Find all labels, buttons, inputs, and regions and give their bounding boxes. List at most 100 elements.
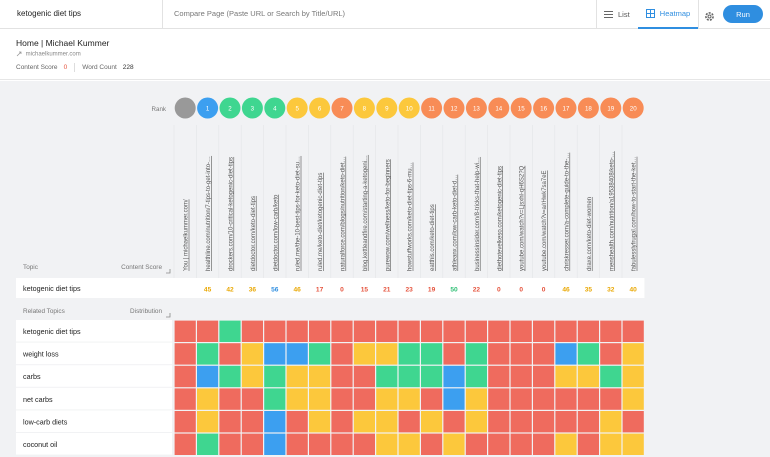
heatmap-cell[interactable] — [376, 388, 398, 410]
competitor-url-link[interactable]: blog.kettleandfire.com/starting-a-ketoge… — [363, 155, 369, 271]
competitor-url-link[interactable]: menshealth.com/nutrition/a19538408/keto-… — [609, 151, 615, 271]
rank-badge[interactable] — [577, 97, 599, 119]
heatmap-cell[interactable] — [286, 343, 308, 365]
topic-row[interactable] — [16, 365, 172, 387]
competitor-url-link[interactable]: healthline.com/nutrition/7-tips-to-get-i… — [206, 156, 212, 271]
heatmap-cell[interactable] — [622, 365, 644, 388]
sort-icon[interactable] — [166, 269, 171, 274]
topic-row[interactable] — [16, 433, 172, 455]
heatmap-cell[interactable] — [421, 433, 443, 455]
heatmap-cell[interactable] — [219, 411, 241, 433]
heatmap-cell[interactable] — [398, 388, 420, 410]
heatmap-cell[interactable] — [241, 411, 263, 433]
heatmap-cell[interactable] — [309, 411, 331, 433]
heatmap-cell[interactable] — [622, 433, 644, 455]
heatmap-cell[interactable] — [241, 388, 263, 410]
competitor-url-link[interactable]: ruled.me/the-10-best-tips-for-keto-diet-… — [296, 156, 302, 271]
heatmap-cell[interactable] — [510, 433, 532, 455]
heatmap-cell[interactable] — [197, 433, 219, 455]
heatmap-cell[interactable] — [533, 320, 555, 342]
rank-badge[interactable] — [600, 97, 622, 119]
heatmap-cell[interactable] — [309, 343, 331, 365]
heatmap-cell[interactable] — [533, 433, 555, 455]
heatmap-cell[interactable] — [555, 433, 577, 455]
heatmap-cell[interactable] — [376, 433, 398, 455]
heatmap-cell[interactable] — [465, 320, 487, 342]
heatmap-cell[interactable] — [555, 411, 577, 433]
rank-badge[interactable] — [197, 97, 219, 119]
rank-badge[interactable] — [488, 97, 510, 119]
sort-icon[interactable] — [166, 313, 171, 318]
heatmap-cell[interactable] — [533, 411, 555, 433]
competitor-url-link[interactable]: businessinsider.com/8-tricks-that-help-w… — [475, 157, 481, 271]
heatmap-cell[interactable] — [488, 411, 510, 433]
heatmap-cell[interactable] — [353, 433, 375, 455]
competitor-url-link[interactable]: athleanx.com/low-carb-keto-diet-d… — [453, 175, 459, 271]
heatmap-cell[interactable] — [622, 343, 644, 365]
heatmap-cell[interactable] — [533, 343, 555, 365]
heatmap-cell[interactable] — [510, 388, 532, 410]
heatmap-cell[interactable] — [443, 411, 465, 433]
heatmap-cell[interactable] — [600, 320, 622, 342]
rank-badge[interactable] — [510, 97, 532, 119]
rank-badge[interactable] — [398, 97, 420, 119]
heatmap-cell[interactable] — [197, 320, 219, 342]
heatmap-cell[interactable] — [353, 343, 375, 365]
keyword-query[interactable]: ketogenic diet tips — [17, 9, 82, 18]
heatmap-cell[interactable] — [264, 320, 286, 342]
competitor-url-link[interactable]: fabulesslyfrugal.com/how-to-start-the-ke… — [632, 157, 638, 271]
heatmap-cell[interactable] — [510, 365, 532, 388]
rank-badge[interactable] — [331, 97, 353, 119]
competitor-url-link[interactable]: naturalforce.com/blogs/nutrition/keto-di… — [341, 157, 347, 271]
heatmap-cell[interactable] — [577, 388, 599, 410]
competitor-url-link[interactable]: eatthis.com/keto-diet-tips — [430, 204, 436, 271]
heatmap-cell[interactable] — [197, 388, 219, 410]
heatmap-cell[interactable] — [241, 343, 263, 365]
heatmap-cell[interactable] — [219, 433, 241, 455]
heatmap-cell[interactable] — [376, 343, 398, 365]
your-page-url-link[interactable]: You | michaelkummer.com/ — [184, 199, 190, 271]
competitor-url-link[interactable]: howstuffworks.com/keto-diet-tips-6-mu… — [408, 162, 414, 271]
heatmap-cell[interactable] — [555, 320, 577, 342]
rank-badge[interactable] — [219, 97, 241, 119]
heatmap-cell[interactable] — [219, 388, 241, 410]
rank-badge[interactable] — [353, 97, 375, 119]
heatmap-cell[interactable] — [577, 433, 599, 455]
heatmap-cell[interactable] — [600, 343, 622, 365]
heatmap-cell[interactable] — [622, 320, 644, 342]
rank-badge[interactable] — [309, 97, 331, 119]
heatmap-cell[interactable] — [577, 343, 599, 365]
heatmap-cell[interactable] — [197, 343, 219, 365]
heatmap-cell[interactable] — [309, 388, 331, 410]
heatmap-cell[interactable] — [331, 388, 353, 410]
heatmap-cell[interactable] — [197, 365, 219, 388]
heatmap-cell[interactable] — [443, 343, 465, 365]
heatmap-cell[interactable] — [488, 388, 510, 410]
heatmap-cell[interactable] — [309, 365, 331, 388]
competitor-url-link[interactable]: youtube.com/watch?v=Ljsxhl-qH6S2?Q — [520, 165, 526, 271]
compare-page-input[interactable] — [174, 9, 474, 18]
heatmap-cell[interactable] — [331, 365, 353, 388]
heatmap-cell[interactable] — [421, 320, 443, 342]
heatmap-cell[interactable] — [331, 411, 353, 433]
heatmap-cell[interactable] — [510, 343, 532, 365]
heatmap-cell[interactable] — [286, 411, 308, 433]
rank-badge[interactable] — [376, 97, 398, 119]
heatmap-cell[interactable] — [174, 433, 196, 455]
competitor-url-link[interactable]: drockers.com/10-critical-ketogenic-diet-… — [229, 157, 235, 271]
heatmap-cell[interactable] — [421, 365, 443, 388]
heatmap-cell[interactable] — [577, 320, 599, 342]
heatmap-cell[interactable] — [421, 411, 443, 433]
heatmap-cell[interactable] — [264, 411, 286, 433]
competitor-url-link[interactable]: youtube.com/watch?v=a/rHwk7sa7eE — [542, 170, 548, 271]
heatmap-cell[interactable] — [219, 320, 241, 342]
heatmap-cell[interactable] — [219, 343, 241, 365]
heatmap-cell[interactable] — [443, 388, 465, 410]
heatmap-cell[interactable] — [488, 320, 510, 342]
heatmap-cell[interactable] — [353, 388, 375, 410]
heatmap-cell[interactable] — [353, 411, 375, 433]
heatmap-cell[interactable] — [331, 343, 353, 365]
heatmap-cell[interactable] — [465, 388, 487, 410]
heatmap-cell[interactable] — [309, 433, 331, 455]
heatmap-cell[interactable] — [488, 433, 510, 455]
